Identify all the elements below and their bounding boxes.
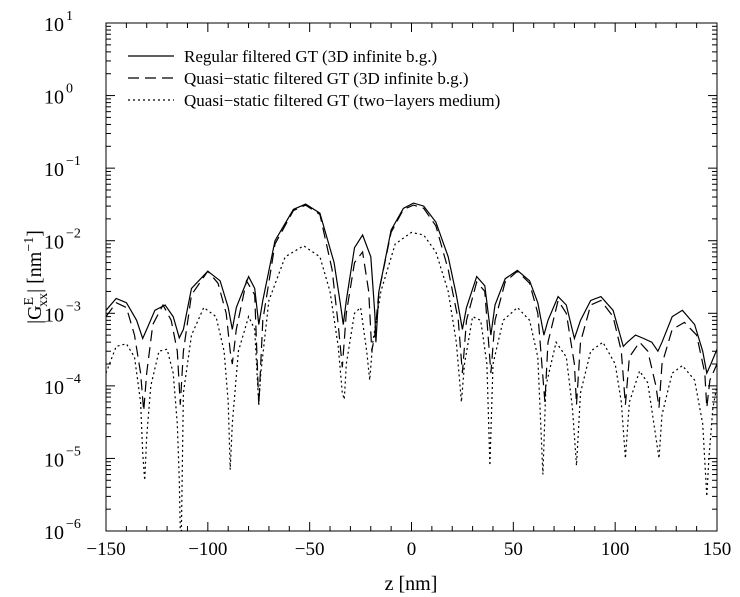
y-axis-label-sub: xx: [36, 293, 51, 307]
x-tick-labels: −150 −100 −50 0 50 100 150: [86, 539, 731, 560]
y-axis-label-end: ]: [24, 230, 46, 237]
y-axis-label-tail-sup: −1: [22, 237, 37, 252]
y-tick-label: 10: [44, 522, 64, 544]
y-tick-label: 10: [44, 14, 64, 36]
y-tick-exponent: −2: [66, 227, 81, 242]
y-tick-label: 10: [44, 449, 64, 471]
y-axis-label-tail: | [nm: [24, 251, 46, 293]
series-line-1: [106, 202, 717, 376]
legend-label-3: Quasi−static filtered GT (two−layers med…: [184, 91, 500, 110]
y-tick-exponent: 1: [66, 9, 73, 24]
series-layer: [106, 202, 717, 531]
x-tick-label: −50: [295, 539, 325, 560]
x-tick-label: 100: [601, 539, 630, 560]
x-tick-label: −150: [86, 539, 125, 560]
x-tick-label: 50: [504, 539, 523, 560]
legend-label-2: Quasi−static filtered GT (3D infinite b.…: [184, 69, 469, 88]
legend-label-1: Regular filtered GT (3D infinite b.g.): [184, 47, 437, 66]
y-tick-label: 10: [44, 232, 64, 254]
y-tick-exponent: −6: [66, 517, 81, 532]
y-tick-label: 10: [44, 159, 64, 181]
y-axis-label: |GExx| [nm−1]: [22, 230, 51, 324]
y-axis-label-sup: E: [22, 297, 37, 306]
series-line-3: [106, 231, 717, 531]
y-tick-exponent: −5: [66, 444, 81, 459]
y-tick-label: 10: [44, 377, 64, 399]
axis-ticks: [105, 22, 718, 532]
y-tick-label: 10: [44, 304, 64, 326]
y-tick-exponent: 0: [66, 82, 73, 97]
y-tick-exponent: −1: [66, 154, 81, 169]
x-tick-label: 150: [703, 539, 732, 560]
x-tick-label: −100: [188, 539, 227, 560]
series-line-2: [106, 204, 717, 412]
y-tick-exponent: −3: [66, 299, 81, 314]
y-tick-exponent: −4: [66, 372, 81, 387]
y-axis-label-main: |G: [24, 305, 46, 323]
x-tick-label: 0: [407, 539, 417, 560]
x-axis-label: z [nm]: [385, 573, 438, 595]
legend: Regular filtered GT (3D infinite b.g.) Qu…: [128, 47, 500, 110]
y-tick-label: 10: [44, 87, 64, 109]
